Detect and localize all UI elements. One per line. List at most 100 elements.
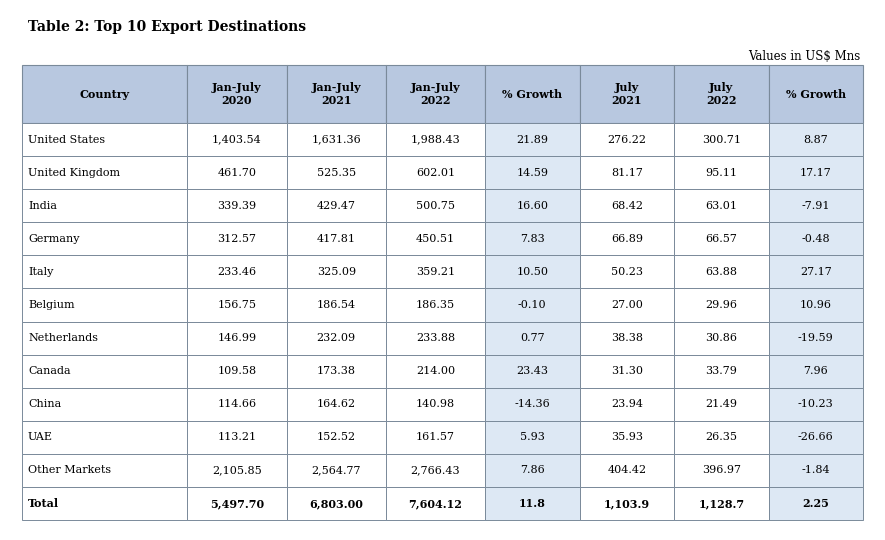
Text: China: China	[28, 399, 61, 409]
Text: United Kingdom: United Kingdom	[28, 167, 120, 178]
Text: Belgium: Belgium	[28, 300, 74, 310]
Text: 7.96: 7.96	[804, 366, 828, 376]
Text: -26.66: -26.66	[798, 433, 834, 442]
Bar	[188, 65, 287, 123]
Text: 164.62: 164.62	[317, 399, 356, 409]
Text: 146.99: 146.99	[218, 333, 257, 343]
Bar	[485, 156, 580, 189]
Bar	[22, 65, 188, 123]
Bar	[485, 189, 580, 222]
Bar	[674, 321, 768, 355]
Text: 23.43: 23.43	[516, 366, 549, 376]
Text: 23.94: 23.94	[611, 399, 643, 409]
Bar	[768, 421, 863, 454]
Text: 16.60: 16.60	[516, 201, 549, 211]
Text: 27.00: 27.00	[611, 300, 643, 310]
Bar	[768, 321, 863, 355]
Bar	[674, 255, 768, 288]
Bar	[768, 388, 863, 421]
Bar	[386, 189, 485, 222]
Text: 5,497.70: 5,497.70	[210, 498, 264, 509]
Bar	[485, 123, 580, 156]
Bar	[22, 421, 188, 454]
Text: Italy: Italy	[28, 267, 53, 277]
Bar	[674, 288, 768, 321]
Text: 2,766.43: 2,766.43	[411, 465, 460, 475]
Text: 14.59: 14.59	[516, 167, 549, 178]
Bar	[386, 156, 485, 189]
Bar	[22, 255, 188, 288]
Bar	[287, 321, 386, 355]
Bar	[580, 222, 674, 255]
Text: 21.49: 21.49	[705, 399, 737, 409]
Text: 417.81: 417.81	[317, 234, 356, 244]
Text: 33.79: 33.79	[705, 366, 737, 376]
Text: Jan-July
2022: Jan-July 2022	[411, 82, 460, 106]
Text: 2.25: 2.25	[803, 498, 829, 509]
Text: % Growth: % Growth	[502, 89, 562, 99]
Bar	[188, 189, 287, 222]
Bar	[386, 487, 485, 520]
Bar	[768, 123, 863, 156]
Bar	[674, 222, 768, 255]
Text: % Growth: % Growth	[786, 89, 846, 99]
Text: 214.00: 214.00	[416, 366, 455, 376]
Text: 232.09: 232.09	[317, 333, 356, 343]
Text: 1,103.9: 1,103.9	[604, 498, 650, 509]
Text: 68.42: 68.42	[611, 201, 643, 211]
Text: July
2022: July 2022	[706, 82, 736, 106]
Bar	[768, 288, 863, 321]
Bar	[768, 487, 863, 520]
Text: Country: Country	[80, 89, 130, 99]
Text: -7.91: -7.91	[802, 201, 830, 211]
Text: 6,803.00: 6,803.00	[309, 498, 363, 509]
Bar	[386, 355, 485, 388]
Bar	[485, 222, 580, 255]
Text: 173.38: 173.38	[317, 366, 356, 376]
Bar	[22, 222, 188, 255]
Text: 276.22: 276.22	[607, 134, 646, 145]
Bar	[188, 454, 287, 487]
Text: 233.46: 233.46	[218, 267, 257, 277]
Text: 35.93: 35.93	[611, 433, 643, 442]
Text: 17.17: 17.17	[800, 167, 832, 178]
Bar	[485, 487, 580, 520]
Text: 152.52: 152.52	[317, 433, 356, 442]
Bar	[188, 255, 287, 288]
Bar	[386, 454, 485, 487]
Text: 396.97: 396.97	[702, 465, 741, 475]
Text: -0.10: -0.10	[518, 300, 547, 310]
Bar	[580, 255, 674, 288]
Text: 300.71: 300.71	[702, 134, 741, 145]
Bar	[188, 355, 287, 388]
Bar	[287, 222, 386, 255]
Bar	[485, 321, 580, 355]
Text: 1,403.54: 1,403.54	[212, 134, 262, 145]
Bar	[485, 388, 580, 421]
Bar	[188, 288, 287, 321]
Text: 21.89: 21.89	[516, 134, 549, 145]
Text: 233.88: 233.88	[416, 333, 455, 343]
Text: United States: United States	[28, 134, 105, 145]
Bar	[768, 189, 863, 222]
Bar	[287, 189, 386, 222]
Bar	[22, 156, 188, 189]
Text: 81.17: 81.17	[611, 167, 643, 178]
Text: 5.93: 5.93	[519, 433, 544, 442]
Text: Jan-July
2020: Jan-July 2020	[212, 82, 262, 106]
Text: 404.42: 404.42	[607, 465, 646, 475]
Bar	[188, 388, 287, 421]
Text: 156.75: 156.75	[218, 300, 257, 310]
Text: 95.11: 95.11	[705, 167, 737, 178]
Bar	[485, 288, 580, 321]
Text: 7.86: 7.86	[519, 465, 544, 475]
Text: 186.35: 186.35	[416, 300, 455, 310]
Bar	[386, 388, 485, 421]
Bar	[485, 421, 580, 454]
Text: 109.58: 109.58	[218, 366, 257, 376]
Text: Jan-July
2021: Jan-July 2021	[312, 82, 361, 106]
Text: 161.57: 161.57	[416, 433, 455, 442]
Bar	[768, 65, 863, 123]
Text: Values in US$ Mns: Values in US$ Mns	[748, 50, 860, 63]
Bar	[580, 321, 674, 355]
